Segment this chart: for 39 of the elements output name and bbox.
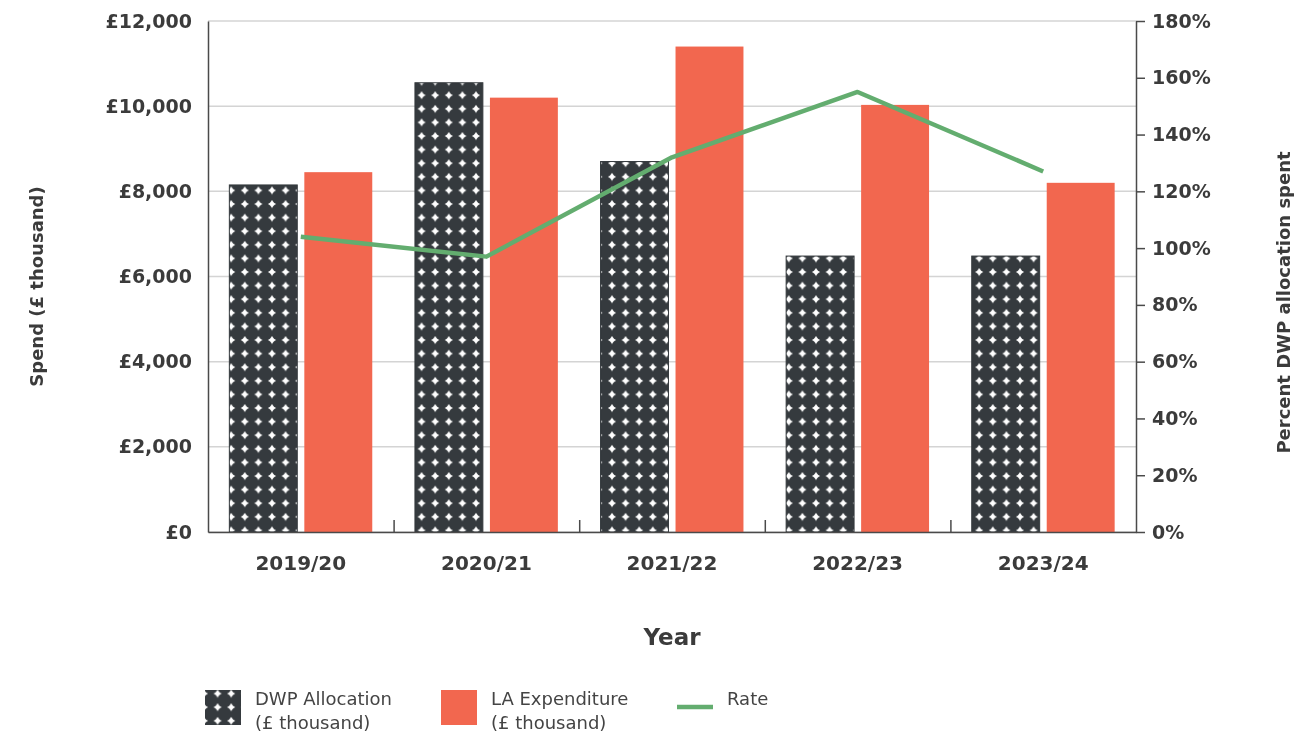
y-tick-label: £8,000 [118,179,192,202]
y2-tick-label: 40% [1152,407,1198,430]
y-tick-label: £0 [165,520,192,543]
y2-tick-label: 120% [1152,179,1211,202]
y2-tick-label: 140% [1152,123,1211,146]
x-tick-label: 2022/23 [812,551,904,576]
bar [785,255,855,533]
bar [1046,182,1115,532]
y-tick-label: £2,000 [118,435,192,458]
y-tick-label: £12,000 [105,9,192,32]
bar [861,104,930,532]
y2-tick-label: 100% [1152,236,1211,259]
bar [414,82,484,533]
y2-tick-label: 20% [1152,463,1198,486]
y2-tick-label: 160% [1152,66,1211,89]
y2-tick-label: 0% [1152,520,1185,543]
x-axis-title: Year [642,624,702,650]
y-tick-label: £4,000 [118,350,192,373]
x-tick-label: 2023/24 [997,551,1089,576]
y2-tick-label: 60% [1152,350,1198,373]
bar [600,161,669,533]
legend-label: LA Expenditure (£ thousand) [491,687,629,733]
y-tick-label: £6,000 [118,265,192,288]
x-tick-label: 2021/22 [626,551,718,576]
legend-label: DWP Allocation (£ thousand) [255,687,392,733]
y2-tick-label: 180% [1152,9,1211,32]
x-tick-label: 2020/21 [440,551,532,576]
bar [304,172,373,532]
y-tick-label: £10,000 [105,94,192,117]
bar [971,255,1041,533]
legend-label: Rate [727,687,769,709]
y2-tick-label: 80% [1152,293,1198,316]
line-series [298,89,1046,259]
bar [228,184,298,533]
y2-axis-title: Percent DWP allocation spent [1272,151,1294,454]
x-tick-label: 2019/20 [255,551,347,576]
y-axis-title: Spend (£ thousand) [25,186,47,387]
bar [675,46,744,532]
bar [489,97,558,532]
